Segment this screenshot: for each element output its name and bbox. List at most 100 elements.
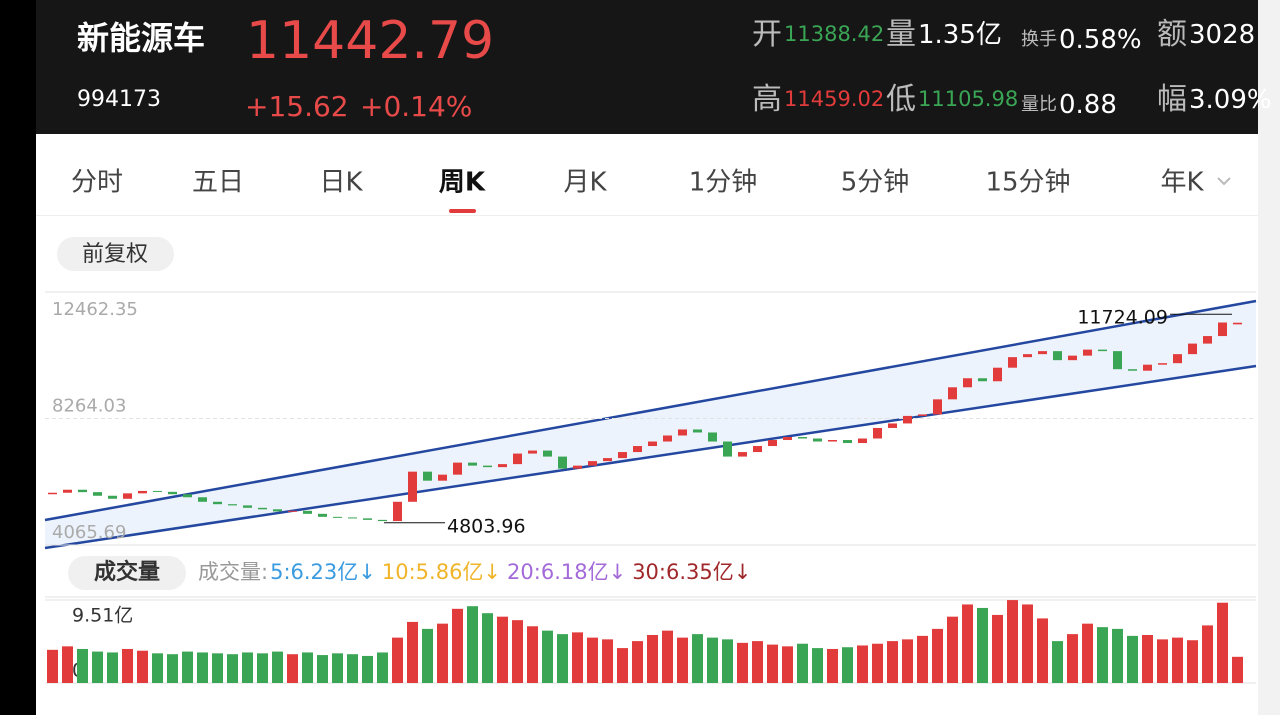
volume-bar	[317, 655, 328, 683]
volume-bar	[452, 608, 463, 683]
right-edge	[1258, 0, 1280, 715]
volume-bar	[977, 607, 988, 683]
volume-bar	[167, 654, 178, 683]
volume-bar	[947, 616, 958, 683]
legend-item: 20:6.18亿↓	[507, 560, 626, 584]
volume-bar	[827, 648, 838, 683]
volume-bar	[1052, 641, 1063, 683]
adjust-pill[interactable]	[57, 237, 174, 271]
candle	[528, 450, 537, 454]
candle	[993, 367, 1002, 382]
volume-bar	[407, 621, 418, 683]
channel-lower	[44, 364, 1257, 550]
candle	[588, 461, 597, 466]
tab[interactable]: 年K	[1160, 168, 1204, 198]
candle	[168, 491, 177, 495]
candle	[333, 516, 342, 518]
candle	[858, 438, 867, 444]
y-tick-label: 12462.35	[52, 299, 138, 320]
volume-bar	[1142, 634, 1153, 683]
candle	[273, 509, 282, 512]
candle	[183, 494, 192, 498]
volume-bar	[497, 616, 508, 683]
volume-pill[interactable]	[68, 556, 186, 590]
tab[interactable]: 5分钟	[841, 168, 910, 198]
stat-label: 量	[886, 17, 916, 52]
candle	[543, 450, 552, 457]
candle	[798, 437, 807, 439]
volume-bar	[1067, 634, 1078, 683]
price: 11442.79	[246, 11, 494, 71]
volume-bar	[887, 641, 898, 683]
candle	[483, 465, 492, 468]
candle	[918, 414, 927, 416]
volume-bar	[362, 655, 373, 683]
candle	[1233, 322, 1242, 325]
stat-value: 0.88	[1059, 90, 1117, 120]
candle	[813, 438, 822, 442]
volume-bar	[512, 620, 523, 683]
volume-bar	[632, 641, 643, 683]
tab[interactable]: 分时	[71, 168, 123, 198]
candle	[648, 441, 657, 447]
tab[interactable]: 周K	[439, 168, 486, 198]
volume-bar	[182, 651, 193, 683]
stat: 高11459.02	[752, 82, 884, 117]
tab[interactable]: 1分钟	[689, 168, 758, 198]
stat: 额3028	[1157, 17, 1255, 52]
candle	[1128, 369, 1137, 371]
tab[interactable]: 月K	[563, 168, 607, 198]
volume-bar	[332, 653, 343, 683]
volume-bar	[527, 626, 538, 683]
candle	[63, 489, 72, 493]
volume-bar	[572, 632, 583, 683]
volume-bar	[677, 637, 688, 683]
candle	[378, 519, 387, 522]
candle	[1053, 351, 1062, 361]
volume-bar	[1022, 604, 1033, 683]
volume-bar	[422, 628, 433, 683]
legend-item: 5:6.23亿↓	[270, 560, 376, 584]
candle	[618, 452, 627, 459]
stat-value: 11459.02	[784, 87, 884, 111]
volume-title[interactable]: 成交量	[94, 559, 160, 585]
legend-item: 30:6.35亿↓	[632, 560, 751, 584]
stat: 幅3.09%	[1157, 82, 1272, 117]
volume-tick-label: 9.51亿	[72, 605, 133, 627]
candle	[1098, 349, 1107, 352]
candle	[933, 399, 942, 415]
stat-label: 量比	[1021, 94, 1057, 115]
volume-bar	[1172, 637, 1183, 683]
tab[interactable]: 日K	[319, 168, 363, 198]
volume-bar	[812, 648, 823, 683]
candle	[198, 497, 207, 502]
volume-bar	[1157, 639, 1168, 683]
volume-bar	[377, 652, 388, 683]
legend-label: 成交量:	[198, 560, 268, 584]
volume-bar	[392, 637, 403, 683]
stat-label: 低	[886, 82, 916, 117]
adjust-label[interactable]: 前复权	[82, 242, 148, 267]
volume-bar	[197, 652, 208, 683]
candle	[678, 429, 687, 436]
tab[interactable]: 五日	[192, 168, 244, 198]
tab-chevron	[1217, 177, 1231, 186]
volume-bar	[92, 651, 103, 683]
candle	[693, 429, 702, 433]
volume-bar	[602, 639, 613, 683]
volume-bar	[797, 643, 808, 683]
candle	[318, 513, 327, 517]
candle	[603, 458, 612, 462]
volume-bar	[692, 634, 703, 683]
volume-bar	[752, 641, 763, 683]
candle	[303, 510, 312, 514]
candle	[1113, 351, 1122, 370]
change: +15.62	[245, 90, 349, 123]
volume-bar	[737, 642, 748, 683]
volume-bar	[1037, 618, 1048, 683]
candle	[48, 492, 57, 495]
candle	[978, 378, 987, 382]
channel-upper	[44, 299, 1257, 522]
stat-label: 幅	[1157, 82, 1187, 117]
tab[interactable]: 15分钟	[985, 168, 1070, 198]
